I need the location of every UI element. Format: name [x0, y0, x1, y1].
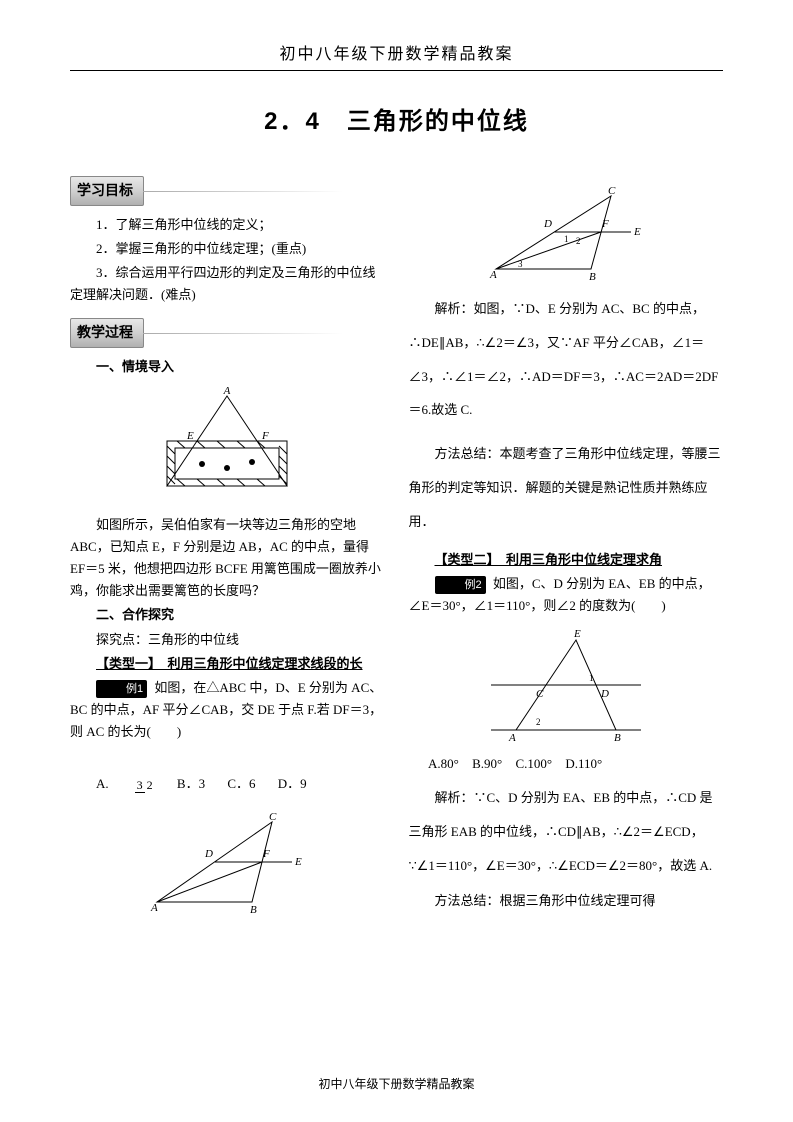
fig-tri-c: C	[269, 811, 277, 823]
intro-text: 如图所示，吴伯伯家有一块等边三角形的空地 ABC，已知点 E，F 分别是边 AB…	[70, 514, 385, 602]
goal-1: 1．了解三角形中位线的定义；	[70, 214, 385, 236]
svg-text:F: F	[601, 218, 609, 230]
svg-text:B: B	[589, 271, 596, 283]
ex2-opt-a: A.80°	[428, 756, 459, 771]
svg-text:D: D	[543, 218, 552, 230]
example1-analysis: 解析：如图，∵D、E 分别为 AC、BC 的中点，∴DE∥AB，∴∠2＝∠3，又…	[409, 292, 724, 427]
svg-text:A: A	[489, 269, 497, 281]
ex2-opt-b: B.90°	[472, 756, 502, 771]
svg-text:A: A	[508, 732, 516, 744]
opt-c: C．6	[227, 776, 255, 791]
fig1-label-f: F	[261, 430, 269, 442]
svg-text:C: C	[608, 185, 616, 197]
example2-options: A.80° B.90° C.100° D.110°	[409, 753, 724, 775]
fig-tri-f: F	[262, 848, 270, 860]
ex2-opt-c: C.100°	[515, 756, 552, 771]
goals-section-tag: 学习目标	[70, 176, 144, 206]
fig1-label-a: A	[223, 386, 231, 397]
type1-heading: 【类型一】 利用三角形中位线定理求线段的长	[70, 653, 385, 675]
svg-text:E: E	[573, 628, 581, 640]
example2-figure: E C D A B 1 2	[481, 625, 651, 745]
chapter-title: 2．4 三角形的中位线	[70, 101, 723, 136]
svg-text:2: 2	[536, 717, 541, 727]
example2-text: 例2 如图，C、D 分别为 EA、EB 的中点，∠E＝30°，∠1＝110°，则…	[409, 573, 724, 617]
intro-heading: 一、情境导入	[70, 356, 385, 378]
svg-text:C: C	[536, 688, 544, 700]
coop-heading: 二、合作探究	[70, 604, 385, 626]
example1-options: A.32 B．3 C．6 D．9	[70, 773, 385, 795]
fig1-label-e: E	[186, 430, 194, 442]
svg-text:B: B	[614, 732, 621, 744]
example1-tag: 例1	[96, 680, 147, 699]
two-column-layout: 学习目标 1．了解三角形中位线的定义； 2．掌握三角形的中位线定理；(重点) 3…	[70, 176, 723, 925]
svg-text:D: D	[600, 688, 609, 700]
example1-text: 例1 如图，在△ABC 中，D、E 分别为 AC、BC 的中点，AF 平分∠CA…	[70, 677, 385, 743]
svg-text:3: 3	[518, 259, 523, 269]
ex2-opt-d: D.110°	[565, 756, 602, 771]
example2-summary: 方法总结：根据三角形中位线定理可得	[409, 890, 724, 912]
svg-text:1: 1	[589, 673, 594, 683]
opt-a-prefix: A.	[96, 776, 109, 791]
example2-tag: 例2	[435, 576, 486, 595]
left-column: 学习目标 1．了解三角形中位线的定义； 2．掌握三角形的中位线定理；(重点) 3…	[70, 176, 385, 925]
goal-3: 3．综合运用平行四边形的判定及三角形的中位线定理解决问题．(难点)	[70, 262, 385, 306]
fig-tri-e: E	[294, 856, 302, 868]
page-header: 初中八年级下册数学精品教案	[70, 40, 723, 71]
goal-2: 2．掌握三角形的中位线定理；(重点)	[70, 238, 385, 260]
example1-figure: C E D F A B	[137, 807, 317, 917]
svg-text:E: E	[633, 226, 641, 238]
example1-figure-repeat: C E D F A B 1 2 3	[476, 184, 656, 284]
page-footer: 初中八年级下册数学精品教案	[0, 1075, 793, 1092]
explore-point: 探究点：三角形的中位线	[70, 629, 385, 651]
fig-tri-b: B	[250, 904, 257, 916]
right-column: C E D F A B 1 2 3 解析：如图，∵D、E 分别为 AC、BC 的…	[409, 176, 724, 925]
opt-d: D．9	[278, 776, 307, 791]
type2-heading: 【类型二】 利用三角形中位线定理求角	[409, 549, 724, 571]
svg-text:1: 1	[564, 234, 569, 244]
example2-analysis: 解析：∵C、D 分别为 EA、EB 的中点，∴CD 是三角形 EAB 的中位线，…	[409, 781, 724, 882]
fig-tri-d: D	[204, 848, 213, 860]
example1-summary: 方法总结：本题考查了三角形中位线定理，等腰三角形的判定等知识．解题的关键是熟记性…	[409, 437, 724, 538]
svg-text:2: 2	[576, 236, 581, 246]
process-section-tag: 教学过程	[70, 318, 144, 348]
opt-a-fraction: 32	[109, 779, 155, 791]
fig-tri-a: A	[150, 902, 158, 914]
opt-b: B．3	[177, 776, 205, 791]
intro-figure: A E F	[147, 386, 307, 506]
